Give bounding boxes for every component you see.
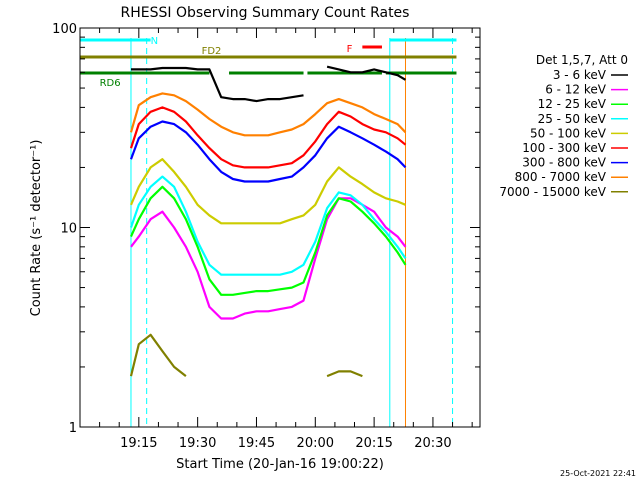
legend-label-800-7000-kev: 800 - 7000 keV <box>515 170 607 184</box>
y-axis: 1 10 100 <box>52 22 480 436</box>
y-tick-label-10: 10 <box>60 222 77 237</box>
y-axis-label: Count Rate (s⁻¹ detector⁻¹) <box>29 140 44 317</box>
x-axis-label: Start Time (20-Jan-16 19:00:22) <box>176 457 384 472</box>
legend-label-25-50-kev: 25 - 50 keV <box>538 112 607 126</box>
x-tick-label-1930: 19:30 <box>179 436 216 451</box>
chart-title: RHESSI Observing Summary Count Rates <box>121 5 410 21</box>
plot-area: N F FD2 RD6 <box>80 36 457 427</box>
legend-label-300-800-kev: 300 - 800 keV <box>522 156 606 170</box>
y-tick-label-1: 1 <box>69 421 77 436</box>
legend-label-7000-15000-kev: 7000 - 15000 keV <box>499 185 606 199</box>
legend-header: Det 1,5,7, Att 0 <box>536 53 628 67</box>
series-line-12-25-kev <box>129 185 407 296</box>
x-tick-label-2030: 20:30 <box>414 436 451 451</box>
legend-label-12-25-kev: 12 - 25 keV <box>538 97 607 111</box>
flag-label-fd2: FD2 <box>202 46 222 57</box>
legend-label-100-300-kev: 100 - 300 keV <box>522 141 606 155</box>
x-axis: 19:15 19:30 19:45 20:00 20:15 20:30 <box>99 28 473 451</box>
legend-label-3-6-kev: 3 - 6 keV <box>553 68 607 82</box>
series-line-300-800-kev <box>129 120 407 183</box>
series-line-100-300-kev <box>129 106 407 169</box>
x-tick-label-1945: 19:45 <box>238 436 275 451</box>
series-line-50-100-kev <box>129 158 406 225</box>
series-line-800-7000-kev <box>129 92 407 137</box>
series-line-25-50-kev <box>129 175 407 276</box>
flag-label-n: N <box>151 36 158 47</box>
x-tick-label-2000: 20:00 <box>297 436 334 451</box>
legend-label-6-12-kev: 6 - 12 keV <box>545 83 607 97</box>
x-tick-label-1915: 19:15 <box>120 436 157 451</box>
flag-label-f: F <box>347 44 353 55</box>
series-line-7000-15000-kev <box>129 333 363 378</box>
legend-label-50-100-kev: 50 - 100 keV <box>530 126 607 140</box>
series-line-3-6-kev <box>131 65 407 103</box>
y-tick-label-100: 100 <box>52 22 77 37</box>
render-timestamp: 25-Oct-2021 22:41 <box>560 469 636 478</box>
x-tick-label-2015: 20:15 <box>355 436 392 451</box>
flag-label-rd6: RD6 <box>100 78 121 89</box>
